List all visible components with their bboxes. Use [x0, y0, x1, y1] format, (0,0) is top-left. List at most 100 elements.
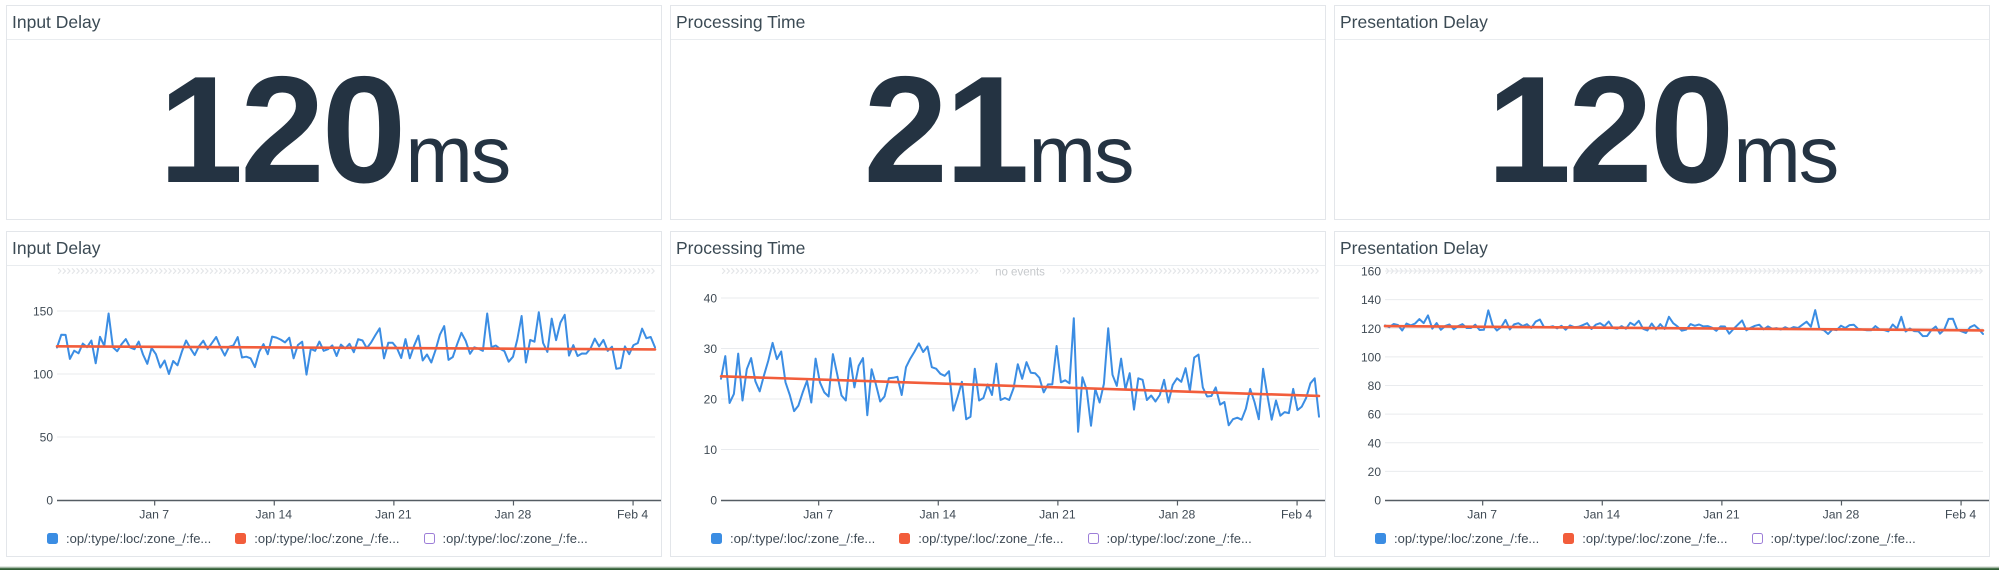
trend-line: [55, 344, 657, 351]
legend-label: :op/:type/:loc/:zone_/:fe...: [442, 530, 588, 546]
x-tick-label: Feb 4: [1281, 508, 1312, 522]
summary-panel-input-delay[interactable]: Input Delay 120 ms: [6, 5, 662, 220]
legend-swatch-icon: [899, 532, 911, 544]
y-tick-label: 60: [1368, 408, 1382, 422]
y-tick-label: 40: [1368, 436, 1382, 450]
summary-body: 120 ms: [1335, 41, 1989, 219]
y-tick-label: 120: [1361, 322, 1381, 336]
summary-panel-presentation-delay[interactable]: Presentation Delay 120 ms: [1334, 5, 1990, 220]
events-band: [1385, 268, 1983, 276]
panel-title: Input Delay: [12, 12, 101, 32]
panel-title: Processing Time: [676, 238, 806, 258]
query-value: 21 ms: [863, 45, 1135, 215]
chart-legend: :op/:type/:loc/:zone_/:fe... :op/:type/:l…: [47, 530, 588, 546]
legend-swatch-icon: [1563, 532, 1575, 544]
query-value-unit: ms: [1028, 110, 1135, 200]
legend-item[interactable]: :op/:type/:loc/:zone_/:fe...: [899, 531, 1064, 546]
timeseries-chart[interactable]: 0 50 100 150 Jan 7 Jan 14 Jan 21 Jan 28 Feb 4:op…: [7, 267, 661, 556]
y-tick-label: 20: [704, 393, 718, 407]
legend-item[interactable]: :op/:type/:loc/:zone_/:fe...: [423, 530, 588, 546]
y-tick-label: 10: [704, 443, 718, 457]
legend-swatch-icon: [1375, 532, 1386, 544]
panel-header: Presentation Delay: [1335, 232, 1989, 266]
legend-label: :op/:type/:loc/:zone_/:fe...: [1582, 530, 1728, 546]
x-tick-label: Jan 14: [919, 508, 956, 522]
series-line: [56, 311, 656, 376]
legend-swatch-icon: [711, 532, 722, 544]
summary-body: 21 ms: [671, 41, 1325, 219]
timeseries-chart[interactable]: no events 0 10 20 30 40 Jan 7 Jan 14 Jan 21 Jan 2…: [671, 267, 1325, 556]
x-tick-label: Jan 14: [255, 508, 292, 522]
legend-label: :op/:type/:loc/:zone_/:fe...: [1770, 530, 1916, 546]
no-events-label-background: [980, 267, 1060, 277]
panel-header: Processing Time: [671, 6, 1325, 40]
legend-label: :op/:type/:loc/:zone_/:fe...: [730, 530, 876, 546]
x-tick-label: Jan 7: [803, 508, 833, 522]
chart-panel-processing-time[interactable]: Processing Time no events 0 10 20 30 40 Jan 7 J…: [670, 231, 1326, 557]
x-tick-label: Jan 21: [1039, 508, 1076, 522]
y-tick-label: 100: [1361, 350, 1381, 364]
y-tick-label: 80: [1368, 379, 1382, 393]
summary-body: 120 ms: [7, 41, 661, 219]
query-value-number: 120: [1486, 45, 1735, 215]
legend-label: :op/:type/:loc/:zone_/:fe...: [1106, 530, 1252, 546]
panel-title: Processing Time: [676, 12, 806, 32]
x-tick-label: Jan 21: [375, 508, 412, 522]
series-line: [720, 317, 1320, 433]
trend-line: [1383, 324, 1985, 332]
legend-item[interactable]: :op/:type/:loc/:zone_/:fe...: [1751, 530, 1916, 546]
legend-label: :op/:type/:loc/:zone_/:fe...: [254, 530, 400, 546]
y-tick-label: 100: [33, 368, 53, 382]
y-tick-label: 160: [1361, 267, 1381, 279]
y-tick-label: 0: [710, 494, 717, 508]
legend-swatch-icon: [1751, 532, 1763, 544]
panel-header: Input Delay: [7, 6, 661, 40]
legend-swatch-icon: [1087, 532, 1099, 544]
x-tick-label: Jan 28: [495, 508, 532, 522]
chart-panel-presentation-delay[interactable]: Presentation Delay 0 20 40 60 80 100 120 140 160…: [1334, 231, 1990, 557]
panel-title: Input Delay: [12, 238, 101, 258]
panel-title: Presentation Delay: [1340, 12, 1488, 32]
legend-label: :op/:type/:loc/:zone_/:fe...: [66, 530, 212, 546]
chart-plot-area: no events 0 10 20 30 40 Jan 7 Jan 14 Jan 21 Jan 2…: [704, 267, 1325, 522]
bottom-window-edge: [0, 566, 1999, 570]
legend-item[interactable]: :op/:type/:loc/:zone_/:fe...: [1375, 531, 1539, 546]
query-value: 120 ms: [1486, 45, 1840, 215]
chart-plot-area: 0 20 40 60 80 100 120 140 160 Jan 7 Jan 14 Jan 21 Ja…: [1361, 267, 1989, 522]
y-tick-label: 30: [704, 342, 718, 356]
chart-panel-input-delay[interactable]: Input Delay 0 50 100 150 Jan 7 Jan 14 Jan 21 Ja…: [6, 231, 662, 557]
legend-item[interactable]: :op/:type/:loc/:zone_/:fe...: [711, 531, 875, 546]
panel-header: Input Delay: [7, 232, 661, 266]
x-tick-label: Jan 21: [1703, 508, 1740, 522]
x-tick-label: Jan 7: [139, 508, 169, 522]
legend-swatch-icon: [235, 532, 247, 544]
timeseries-chart[interactable]: 0 20 40 60 80 100 120 140 160 Jan 7 Jan 14 Jan 21 Ja…: [1335, 267, 1989, 556]
y-tick-label: 140: [1361, 293, 1381, 307]
x-tick-label: Jan 28: [1159, 508, 1196, 522]
y-tick-label: 20: [1368, 465, 1382, 479]
legend-item[interactable]: :op/:type/:loc/:zone_/:fe...: [1563, 530, 1728, 546]
legend-swatch-icon: [47, 532, 58, 544]
series-line: [1384, 309, 1984, 338]
query-value-number: 120: [158, 45, 407, 215]
chart-plot-area: 0 50 100 150 Jan 7 Jan 14 Jan 21 Jan 28 Feb 4: [33, 268, 661, 522]
x-tick-label: Jan 28: [1823, 508, 1860, 522]
chart-legend: :op/:type/:loc/:zone_/:fe... :op/:type/:l…: [1375, 530, 1916, 546]
x-tick-label: Feb 4: [1945, 508, 1976, 522]
query-value-number: 21: [863, 45, 1029, 215]
panel-title: Presentation Delay: [1340, 238, 1488, 258]
query-value: 120 ms: [158, 45, 512, 215]
legend-item[interactable]: :op/:type/:loc/:zone_/:fe...: [47, 531, 211, 546]
legend-item[interactable]: :op/:type/:loc/:zone_/:fe...: [1087, 530, 1252, 546]
y-tick-label: 0: [1374, 494, 1381, 508]
y-tick-label: 150: [33, 305, 53, 319]
legend-swatch-icon: [423, 532, 435, 544]
chart-legend: :op/:type/:loc/:zone_/:fe... :op/:type/:l…: [711, 530, 1252, 546]
legend-label: :op/:type/:loc/:zone_/:fe...: [1394, 530, 1540, 546]
query-value-unit: ms: [1733, 110, 1839, 200]
no-events-label: no events: [995, 267, 1045, 279]
legend-item[interactable]: :op/:type/:loc/:zone_/:fe...: [235, 530, 400, 546]
y-tick-label: 50: [40, 431, 54, 445]
y-tick-label: 0: [46, 494, 53, 508]
summary-panel-processing-time[interactable]: Processing Time 21 ms: [670, 5, 1326, 220]
